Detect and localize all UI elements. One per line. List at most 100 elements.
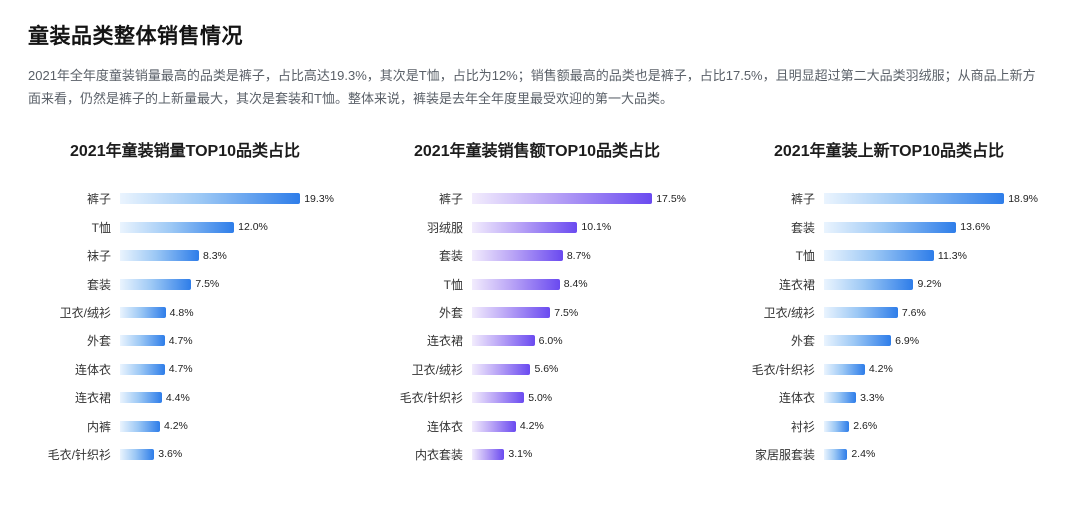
category-label: 内裤 (86, 419, 111, 434)
bar-track: 7.5% (120, 278, 334, 290)
value-label: 7.6% (901, 306, 926, 319)
category-label: 衬衫 (790, 419, 815, 434)
value-label: 4.2% (868, 363, 893, 376)
chart-new-arrivals-top10: 2021年童装上新TOP10品类占比 裤子 18.9% 套装 13.6% T恤 11.3%… (740, 137, 1038, 469)
value-label: 10.1% (581, 221, 612, 234)
bar-track: 13.6% (824, 221, 1038, 233)
bar-track: 4.2% (824, 363, 1038, 375)
bar-row: 裤子 19.3% (36, 185, 334, 213)
value-label: 3.6% (158, 448, 183, 461)
bar (120, 363, 165, 375)
category-label: 毛衣/针织衫 (751, 362, 815, 377)
value-label: 8.4% (563, 278, 588, 291)
bar (824, 307, 898, 319)
bar-track: 17.5% (472, 193, 686, 205)
value-label: 5.6% (534, 363, 559, 376)
bar (120, 278, 192, 290)
bar-track: 4.2% (472, 420, 686, 432)
bar (824, 193, 1005, 205)
bar (120, 448, 155, 460)
category-label: 连体衣 (778, 391, 815, 406)
bar-row: 连体衣 4.7% (36, 355, 334, 383)
bar-row: 套装 8.7% (388, 242, 686, 270)
category-label: 毛衣/针织衫 (47, 447, 111, 462)
category-label: 套装 (438, 249, 463, 264)
value-label: 3.1% (508, 448, 533, 461)
value-label: 4.2% (163, 420, 188, 433)
bar-track: 5.6% (472, 363, 686, 375)
bar-row: 内衣套装 3.1% (388, 440, 686, 468)
value-label: 19.3% (304, 192, 334, 205)
value-label: 4.4% (165, 391, 190, 404)
bar (472, 250, 563, 262)
bar (120, 250, 199, 262)
bar-row: 裤子 17.5% (388, 185, 686, 213)
bar-track: 4.8% (120, 307, 334, 319)
bar-track: 3.6% (120, 448, 334, 460)
value-label: 9.2% (917, 278, 942, 291)
category-label: 裤子 (438, 192, 463, 207)
bar-track: 8.3% (120, 250, 334, 262)
bar-track: 18.9% (824, 193, 1038, 205)
category-label: 裤子 (86, 192, 111, 207)
bar-row: 毛衣/针织衫 3.6% (36, 440, 334, 468)
bar (824, 420, 850, 432)
category-label: 卫衣/绒衫 (411, 362, 463, 377)
category-label: 连衣裙 (426, 334, 463, 349)
category-label: 外套 (790, 334, 815, 349)
bar-track: 9.2% (824, 278, 1038, 290)
value-label: 8.3% (202, 249, 227, 262)
category-label: 裤子 (790, 192, 815, 207)
bar-row: 内裤 4.2% (36, 412, 334, 440)
bar (824, 221, 957, 233)
bar (824, 392, 857, 404)
value-label: 2.4% (851, 448, 876, 461)
bar-track: 4.2% (120, 420, 334, 432)
bar-row: 套装 13.6% (740, 213, 1038, 241)
bar-track: 3.3% (824, 392, 1038, 404)
bar (472, 335, 535, 347)
value-label: 5.0% (528, 391, 553, 404)
bar (472, 392, 525, 404)
chart-sales-volume-top10: 2021年童装销量TOP10品类占比 裤子 19.3% T恤 12.0% 袜子 8.3% 套… (36, 137, 334, 469)
bar-track: 4.7% (120, 363, 334, 375)
bar-track: 2.4% (824, 448, 1038, 460)
bar-track: 7.5% (472, 307, 686, 319)
bar-row: 羽绒服 10.1% (388, 213, 686, 241)
bar-row: T恤 12.0% (36, 213, 334, 241)
bar-track: 19.3% (120, 193, 334, 205)
bar-track: 12.0% (120, 221, 334, 233)
category-label: 连衣裙 (778, 277, 815, 292)
bar-row: 毛衣/针织衫 5.0% (388, 384, 686, 412)
bar-row: 卫衣/绒衫 7.6% (740, 298, 1038, 326)
bar (120, 221, 235, 233)
bar-row: 套装 7.5% (36, 270, 334, 298)
bar (824, 335, 892, 347)
bar-track: 2.6% (824, 420, 1038, 432)
bar-row: 毛衣/针织衫 4.2% (740, 355, 1038, 383)
bar (824, 363, 865, 375)
bar (120, 420, 160, 432)
bar-row: 连衣裙 6.0% (388, 327, 686, 355)
page-title: 童装品类整体销售情况 (28, 25, 243, 48)
bar-row: 外套 4.7% (36, 327, 334, 355)
category-label: T恤 (795, 249, 815, 264)
chart-title: 2021年童装销售额TOP10品类占比 (414, 142, 660, 160)
bar-track: 10.1% (472, 221, 686, 233)
category-label: 羽绒服 (426, 220, 463, 235)
category-label: 套装 (86, 277, 111, 292)
charts-row: 2021年童装销量TOP10品类占比 裤子 19.3% T恤 12.0% 袜子 8.3% 套… (28, 137, 1046, 469)
bar (472, 278, 560, 290)
bar-row: 衬衫 2.6% (740, 412, 1038, 440)
bar-row: 卫衣/绒衫 5.6% (388, 355, 686, 383)
value-label: 4.7% (168, 334, 193, 347)
bar-track: 7.6% (824, 307, 1038, 319)
chart-title: 2021年童装销量TOP10品类占比 (70, 142, 300, 160)
value-label: 17.5% (656, 192, 686, 205)
value-label: 4.7% (168, 363, 193, 376)
bar-track: 5.0% (472, 392, 686, 404)
value-label: 7.5% (554, 306, 579, 319)
bar-track: 8.4% (472, 278, 686, 290)
value-label: 8.7% (566, 249, 591, 262)
category-label: 套装 (790, 220, 815, 235)
